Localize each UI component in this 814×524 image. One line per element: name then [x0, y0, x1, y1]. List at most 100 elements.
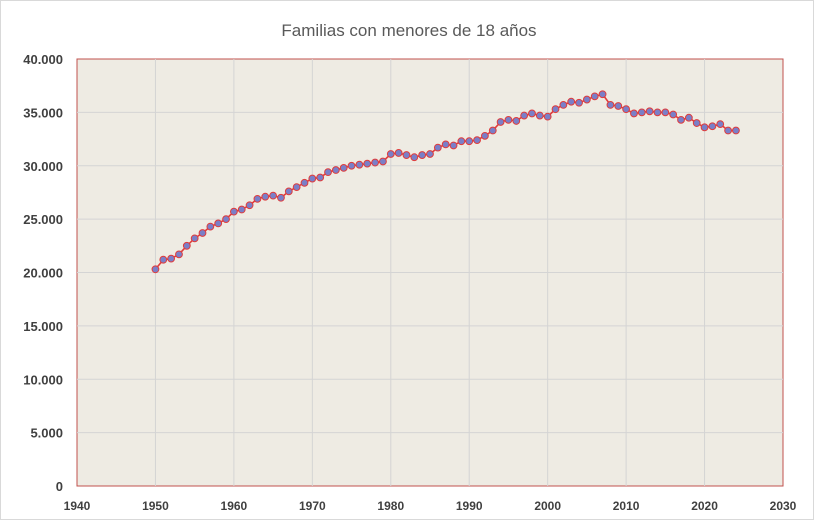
data-point[interactable] [575, 98, 583, 107]
data-point[interactable] [559, 101, 568, 109]
data-point[interactable] [614, 102, 623, 110]
data-point[interactable] [222, 215, 230, 224]
data-point[interactable] [190, 234, 199, 243]
y-tick-label: 5.000 [30, 426, 63, 441]
data-point[interactable] [355, 160, 364, 169]
y-tick-label: 0 [56, 479, 63, 494]
data-point[interactable] [457, 137, 466, 146]
data-point[interactable] [637, 108, 646, 117]
data-point[interactable] [543, 112, 552, 121]
data-point[interactable] [551, 105, 560, 114]
data-point[interactable] [700, 123, 709, 132]
data-point[interactable] [198, 229, 207, 237]
data-point[interactable] [465, 137, 474, 146]
data-point[interactable] [504, 115, 513, 124]
data-point[interactable] [535, 111, 544, 120]
data-point[interactable] [441, 140, 450, 149]
data-point[interactable] [308, 174, 317, 183]
data-point[interactable] [182, 241, 191, 250]
x-tick-label: 1980 [377, 499, 404, 513]
x-axis: 1940 1950 1960 1970 1980 1990 2000 2010 2020 2030 [64, 499, 797, 513]
data-point[interactable] [669, 110, 678, 119]
y-axis: 0 5.000 10.000 15.000 20.000 25.000 30.000 35.0… [23, 52, 63, 494]
data-point[interactable] [206, 222, 215, 231]
data-point[interactable] [692, 119, 701, 127]
data-point[interactable] [582, 95, 591, 104]
y-tick-label: 15.000 [23, 319, 63, 334]
data-point[interactable] [347, 161, 356, 170]
data-point[interactable] [253, 194, 262, 203]
data-point[interactable] [684, 113, 693, 122]
data-point[interactable] [630, 109, 638, 118]
data-point[interactable] [379, 157, 387, 166]
data-point[interactable] [449, 141, 458, 150]
data-point[interactable] [512, 117, 521, 125]
data-point[interactable] [245, 201, 254, 210]
data-point[interactable] [426, 150, 434, 158]
y-tick-label: 10.000 [23, 372, 63, 387]
data-point[interactable] [167, 254, 176, 263]
y-tick-label: 30.000 [23, 159, 63, 174]
x-tick-label: 2000 [534, 499, 561, 513]
x-tick-label: 2030 [770, 499, 797, 513]
data-point[interactable] [567, 97, 576, 106]
data-point[interactable] [661, 108, 670, 117]
data-point[interactable] [237, 205, 246, 214]
data-point[interactable] [214, 219, 223, 228]
data-point[interactable] [677, 115, 685, 124]
data-point[interactable] [732, 126, 740, 135]
data-point[interactable] [151, 265, 160, 274]
x-tick-label: 1990 [456, 499, 483, 513]
data-point[interactable] [261, 192, 270, 201]
data-point[interactable] [473, 136, 481, 145]
data-point[interactable] [410, 153, 419, 162]
data-point[interactable] [622, 105, 631, 114]
data-point[interactable] [175, 250, 183, 259]
data-point[interactable] [598, 90, 607, 99]
y-tick-label: 25.000 [23, 212, 63, 227]
data-point[interactable] [269, 191, 278, 200]
data-point[interactable] [590, 92, 599, 101]
data-point[interactable] [418, 151, 427, 159]
data-point[interactable] [433, 143, 442, 152]
x-tick-label: 2020 [691, 499, 718, 513]
data-point[interactable] [331, 166, 340, 174]
data-point[interactable] [528, 109, 536, 118]
y-tick-label: 35.000 [23, 105, 63, 120]
data-point[interactable] [316, 173, 325, 182]
data-point[interactable] [716, 120, 725, 129]
data-point[interactable] [229, 207, 238, 216]
y-tick-label: 40.000 [23, 52, 63, 67]
y-tick-label: 20.000 [23, 266, 63, 281]
data-point[interactable] [724, 126, 732, 135]
data-point[interactable] [371, 158, 379, 167]
data-point[interactable] [339, 163, 348, 172]
x-tick-label: 1940 [64, 499, 91, 513]
data-point[interactable] [394, 149, 403, 157]
data-point[interactable] [277, 193, 285, 202]
x-tick-label: 1960 [221, 499, 248, 513]
chart-title: Familias con menores de 18 años [281, 21, 536, 40]
data-point[interactable] [520, 111, 529, 120]
x-tick-label: 1950 [142, 499, 169, 513]
data-point[interactable] [606, 101, 615, 109]
x-tick-label: 1970 [299, 499, 326, 513]
data-point[interactable] [645, 107, 654, 116]
data-point[interactable] [402, 151, 411, 159]
data-point[interactable] [300, 178, 309, 187]
data-point[interactable] [488, 126, 497, 135]
data-point[interactable] [324, 168, 332, 177]
data-point[interactable] [284, 187, 293, 196]
data-point[interactable] [386, 150, 395, 158]
data-point[interactable] [159, 255, 168, 264]
x-tick-label: 2010 [613, 499, 640, 513]
data-point[interactable] [292, 183, 301, 192]
data-point[interactable] [653, 108, 662, 117]
data-point[interactable] [481, 131, 489, 140]
data-point[interactable] [708, 122, 717, 131]
data-point[interactable] [363, 159, 372, 168]
data-point[interactable] [496, 118, 505, 126]
